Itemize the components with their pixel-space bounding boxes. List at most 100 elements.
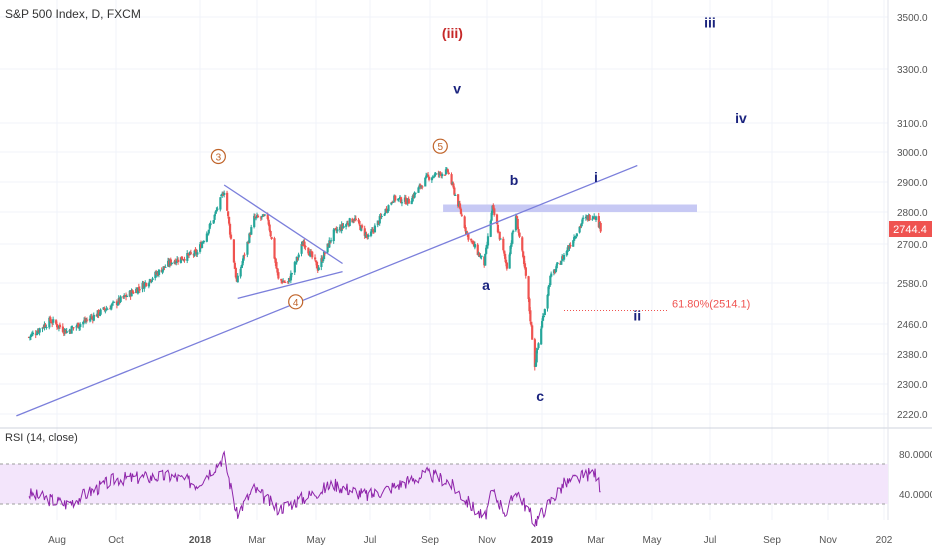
candle-body <box>300 244 303 254</box>
candle-body <box>588 214 591 221</box>
candle-body <box>290 273 294 275</box>
candle-body <box>246 241 249 255</box>
candle-body <box>137 287 141 289</box>
candle-body <box>484 253 487 266</box>
rsi-lower-label: 40.0000 <box>899 490 932 501</box>
candle-body <box>459 208 463 214</box>
candle-body <box>229 234 233 239</box>
candle-body <box>492 204 495 209</box>
wave-circle <box>210 148 226 165</box>
candle-body <box>529 310 532 322</box>
candle-body <box>340 224 343 231</box>
candle-body <box>296 257 299 259</box>
candle-body <box>554 269 557 273</box>
candle-body <box>315 260 318 263</box>
rsi-upper-label: 80.0000 <box>899 450 932 461</box>
candle-body <box>512 230 515 233</box>
candle-body <box>36 330 39 335</box>
candle-body <box>213 214 216 220</box>
wave-label: iii <box>704 14 716 30</box>
candle-body <box>452 183 455 188</box>
candle-body <box>56 324 59 328</box>
candle-body <box>309 251 312 257</box>
candle-body <box>273 238 276 259</box>
candle-body <box>51 322 54 324</box>
candle-body <box>219 197 222 210</box>
candle-body <box>556 262 559 264</box>
candle-body <box>61 326 65 332</box>
candle-body <box>536 348 539 350</box>
chart-title: S&P 500 Index, D, FXCM <box>5 7 141 21</box>
candle-body <box>509 245 512 255</box>
candle-body <box>322 258 325 262</box>
candle-body <box>228 223 232 235</box>
candle-body <box>345 224 348 227</box>
candle-body <box>439 172 442 174</box>
x-tick-label: Sep <box>763 535 781 546</box>
candle-body <box>579 226 582 228</box>
x-tick-label: Mar <box>248 535 266 546</box>
candle-body <box>183 259 186 261</box>
candle-body <box>85 320 88 322</box>
candle-body <box>405 203 408 205</box>
candle-body <box>593 216 596 218</box>
x-tick-label: Jul <box>704 535 717 546</box>
candle-body <box>444 169 448 175</box>
candle-body <box>358 220 361 225</box>
candle-body <box>162 266 165 270</box>
wave-circle <box>288 294 304 310</box>
x-tick-label: 2019 <box>531 535 554 546</box>
rsi-line <box>28 450 601 528</box>
rsi-pane <box>0 450 888 528</box>
candle-body <box>516 218 519 230</box>
candle-body <box>315 261 319 269</box>
candle-body <box>351 218 354 223</box>
candle-body <box>322 251 326 260</box>
candle-body <box>41 327 44 329</box>
x-tick-label: May <box>307 535 326 546</box>
candle-body <box>524 267 527 276</box>
trendline <box>16 164 638 417</box>
candle-body <box>216 208 219 210</box>
candle-body <box>334 228 337 230</box>
candle-body <box>209 223 212 225</box>
candle-body <box>581 219 584 224</box>
candle-body <box>467 234 470 240</box>
candle-body <box>169 259 172 265</box>
candle-body <box>79 324 82 328</box>
candle-body <box>400 202 404 204</box>
candle-body <box>531 325 534 340</box>
candle-body <box>413 192 416 198</box>
candle-body <box>180 256 183 260</box>
candle-body <box>274 258 277 263</box>
candle-body <box>88 318 92 321</box>
candle-body <box>441 174 444 177</box>
candle-body <box>154 271 157 279</box>
candle-body <box>489 220 492 237</box>
candle-body <box>517 229 520 233</box>
candle-body <box>317 267 320 270</box>
candle-body <box>510 242 513 247</box>
candle-body <box>75 326 78 328</box>
y-tick-label: 2380.0 <box>897 350 928 361</box>
wave-label: c <box>536 388 544 404</box>
candle-body <box>262 215 265 217</box>
candle-body <box>207 229 210 234</box>
candle-body <box>528 298 531 312</box>
candle-body <box>504 259 508 264</box>
candle-body <box>550 273 553 277</box>
candle-body <box>208 224 211 229</box>
candle-body <box>332 229 335 242</box>
candle-body <box>49 317 52 322</box>
candle-body <box>90 316 94 318</box>
candle-body <box>111 303 114 306</box>
candle-body <box>280 279 283 281</box>
candle-body <box>473 244 477 248</box>
candle-body <box>232 239 236 263</box>
y-tick-label: 2220.0 <box>897 410 928 421</box>
candle-body <box>330 240 333 242</box>
candle-body <box>92 314 95 321</box>
candle-body <box>253 215 256 228</box>
y-tick-label: 2580.0 <box>897 279 928 290</box>
